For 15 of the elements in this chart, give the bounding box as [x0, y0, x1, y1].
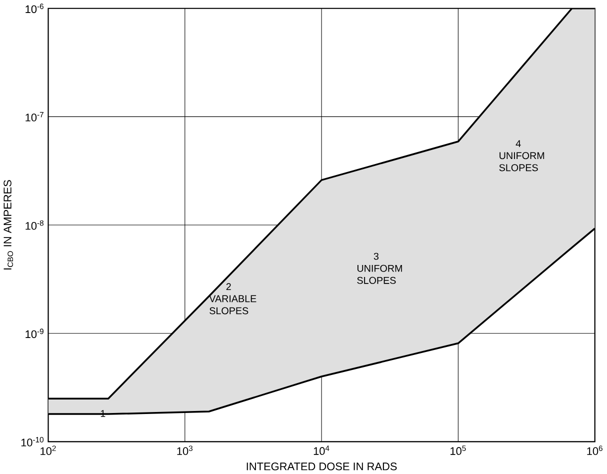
- y-tick-label: 10$^{-10}$: [21, 437, 44, 446]
- x-tick-label: 10$^{3}$: [177, 446, 192, 456]
- y-tick-label: 10$^{-7}$: [26, 112, 44, 122]
- x-axis-title: INTEGRATED DOSE IN RADS: [246, 462, 397, 470]
- x-tick-label: 10$^{2}$: [40, 446, 56, 456]
- x-tick-label: 10$^{5}$: [450, 446, 466, 455]
- annotation: 4 UNIFORM SLOPES: [499, 140, 544, 172]
- y-tick-label: 10$^{-8}$: [26, 220, 44, 230]
- y-axis-title: I$_{CBO}$ IN AMPERES: [4, 180, 14, 270]
- y-tick-label: 10$^{-6}$: [26, 4, 44, 14]
- y-tick-label: 10$^{-9}$: [26, 328, 44, 338]
- x-tick-label: 10$^{4}$: [314, 446, 330, 455]
- annotation: 3 UNIFORM SLOPES: [357, 252, 402, 284]
- annotation: 2 VARIABLE SLOPES: [209, 283, 256, 314]
- x-tick-label: 10$^{6}$: [587, 446, 602, 456]
